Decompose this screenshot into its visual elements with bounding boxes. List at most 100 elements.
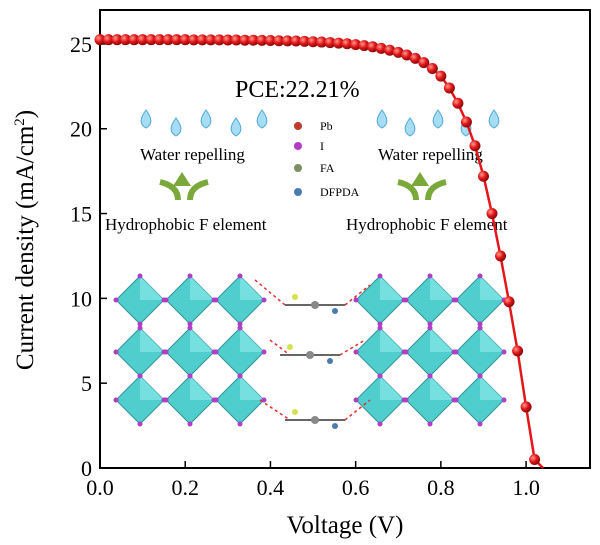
y-axis-ticks: 0 5 10 15 20 25 xyxy=(70,32,107,481)
data-point xyxy=(307,36,319,48)
inset-label-left-repel: Water repelling xyxy=(140,145,245,164)
iodine-atom-icon xyxy=(453,349,459,355)
data-point xyxy=(179,34,191,46)
data-point xyxy=(324,37,336,49)
data-point xyxy=(120,34,132,46)
data-point xyxy=(426,63,438,75)
octahedron-facet xyxy=(240,376,264,400)
linker-atom-icon xyxy=(311,416,319,424)
data-point xyxy=(512,345,524,357)
data-point xyxy=(469,140,481,152)
data-point xyxy=(239,34,251,46)
hydrogen-bond xyxy=(344,399,371,421)
data-point xyxy=(409,52,421,64)
iodine-atom-icon xyxy=(427,325,433,331)
linker-atom-icon xyxy=(306,351,314,359)
repel-arrow-icon xyxy=(397,179,419,201)
water-drop-icon xyxy=(256,109,268,129)
octahedron-facet xyxy=(240,328,264,352)
fluorine-atom-icon xyxy=(292,409,298,415)
data-point xyxy=(443,82,455,94)
data-point xyxy=(264,35,276,47)
pce-annotation: PCE:22.21% xyxy=(235,77,360,103)
y-axis-label-main: Current density (mA/cm xyxy=(12,125,39,370)
data-point xyxy=(384,44,396,56)
octahedron-facet xyxy=(380,376,404,400)
iodine-atom-icon xyxy=(237,373,243,379)
octahedron-facet xyxy=(190,328,214,352)
hydrogen-bond xyxy=(344,284,371,306)
iodine-atom-icon xyxy=(137,325,143,331)
x-tick-label: 0.2 xyxy=(171,475,199,500)
y-tick-label: 20 xyxy=(70,117,92,142)
data-point xyxy=(222,34,234,46)
iodine-atom-icon xyxy=(453,397,459,403)
inset-label-right-hydro: Hydrophobic F element xyxy=(346,215,508,234)
iodine-atom-icon xyxy=(237,325,243,331)
iodine-atom-icon xyxy=(187,421,193,427)
y-tick-label: 10 xyxy=(70,286,92,311)
data-point xyxy=(358,40,370,52)
data-point xyxy=(341,38,353,50)
iodine-atom-icon xyxy=(213,397,219,403)
iodine-atom-icon xyxy=(377,421,383,427)
plot-frame xyxy=(99,9,591,469)
iodine-atom-icon xyxy=(163,349,169,355)
data-point xyxy=(529,454,541,466)
data-point xyxy=(128,34,140,46)
y-axis-label-close: ) xyxy=(12,110,39,118)
iodine-atom-icon xyxy=(427,421,433,427)
iodine-atom-icon xyxy=(237,421,243,427)
iodine-atom-icon xyxy=(237,273,243,279)
iodine-atom-icon xyxy=(403,349,409,355)
iodine-atom-icon xyxy=(261,349,267,355)
data-point xyxy=(103,34,115,46)
perovskite-structure-inset: Water repelling Water repelling Hydrophobi… xyxy=(105,109,508,429)
water-drop-icon xyxy=(432,109,444,129)
octahedron-facet xyxy=(480,328,504,352)
x-axis-ticks: 0.0 0.2 0.4 0.6 0.8 1.0 xyxy=(86,461,540,500)
data-point xyxy=(94,34,106,46)
water-drop-icon xyxy=(230,117,242,137)
inset-label-right-repel: Water repelling xyxy=(378,145,483,164)
x-tick-label: 0.8 xyxy=(427,475,455,500)
octahedron-facet xyxy=(380,276,404,300)
octahedron-facet xyxy=(430,328,454,352)
octahedron-facet xyxy=(430,276,454,300)
data-point xyxy=(401,49,413,61)
water-drop-icon xyxy=(200,109,212,129)
x-tick-label: 0.0 xyxy=(86,475,114,500)
hydrogen-bond xyxy=(339,339,366,356)
data-point xyxy=(520,401,532,413)
y-axis-label: Current density (mA/cm2) xyxy=(12,110,39,370)
octahedron-facet xyxy=(430,376,454,400)
data-point xyxy=(299,35,311,47)
data-point xyxy=(477,170,489,182)
iodine-atom-icon xyxy=(261,297,267,303)
iodine-atom-icon xyxy=(477,373,483,379)
data-point xyxy=(188,34,200,46)
hydrogen-bond xyxy=(269,339,291,356)
repel-arrow-icon xyxy=(425,179,447,201)
data-point xyxy=(435,70,447,82)
iodine-atom-icon xyxy=(353,349,359,355)
octahedron-facet xyxy=(190,376,214,400)
iodine-atom-icon xyxy=(377,273,383,279)
iodine-atom-icon xyxy=(187,373,193,379)
repel-arrow-icon xyxy=(187,179,209,201)
iodine-atom-icon xyxy=(137,273,143,279)
iodine-atom-icon xyxy=(501,397,507,403)
data-point xyxy=(375,42,387,54)
water-drop-icon xyxy=(376,109,388,129)
iodine-atom-icon xyxy=(187,321,193,327)
hydrogen-bond xyxy=(259,399,291,421)
iodine-atom-icon xyxy=(353,397,359,403)
iodine-atom-icon xyxy=(501,349,507,355)
data-point xyxy=(213,34,225,46)
data-point xyxy=(460,116,472,128)
legend-label: Pb xyxy=(320,119,333,133)
hydrogen-bond xyxy=(254,279,286,306)
arrow-head-icon xyxy=(411,172,429,186)
data-point xyxy=(452,97,464,109)
